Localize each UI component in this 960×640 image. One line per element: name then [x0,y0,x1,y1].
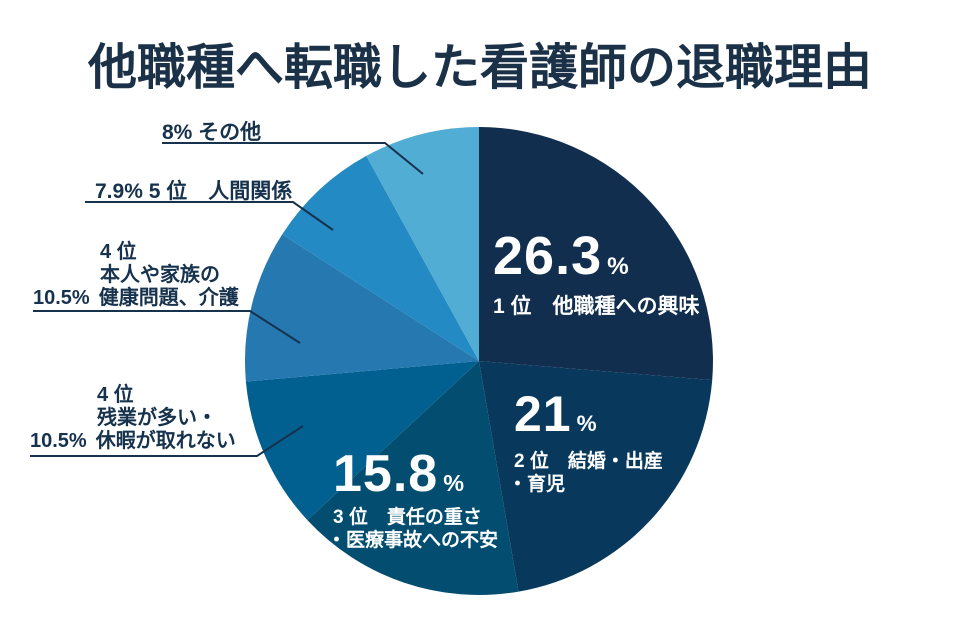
callout-line-health [33,310,301,344]
slice-value-rank2: 21% [514,389,663,439]
callout-health-desc: 本人や家族の [100,264,220,286]
callout-line-relationships [85,201,334,231]
slice-number-rank2: 21 [514,386,572,442]
callout-label-relationships: 7.9% 5 位 人間関係 [95,180,293,203]
slice-caption-rank3-line1: 3 位 責任の重さ [333,507,482,528]
percent-sign-rank1: % [607,253,629,280]
pie-slice-6 [282,155,479,361]
slice-caption-rank3-line2: ・医療事故への不安 [327,530,499,551]
callout-health-rank: 4 位 [100,241,137,263]
callout-overtime-rank: 4 位 [97,384,134,406]
slice-caption-rank2-line1: 2 位 結婚・出産 [514,451,663,472]
pie-slices [244,126,713,595]
pie-slice-1 [479,127,713,381]
pie-slice-3 [307,361,519,595]
callout-overtime-lastline: 10.5% 休暇が取れない [30,430,236,453]
callout-overtime-desc: 残業が多い・ [97,407,217,429]
callout-overtime-desc2: 休暇が取れない [95,430,236,452]
slice-value-rank3: 15.8% [333,448,498,500]
callout-label-health: 4 位 本人や家族の 10.5% 健康問題、介護 [33,241,239,310]
slice-caption-rank1: 1 位 他職種への興味 [493,295,700,318]
callout-label-overtime: 4 位 残業が多い・ 10.5% 休暇が取れない [30,384,236,453]
callout-line-overtime [30,425,304,457]
callout-line-other [162,142,424,175]
chart-title: 他職種へ転職した看護師の退職理由 [87,41,872,95]
percent-sign-rank3: % [443,470,465,496]
callout-health-desc2: 健康問題、介護 [98,287,239,309]
slice-caption-rank2-line2: ・育児 [508,474,566,495]
slice-label-rank2: 21% 2 位 結婚・出産 ・育児 [508,389,663,496]
slice-number-rank1: 26.3 [493,226,603,286]
callout-health-percent: 10.5% [33,287,90,309]
pie-slice-7 [366,126,479,361]
pie-slice-2 [479,361,713,592]
pie-slice-4 [245,361,479,521]
percent-sign-rank2: % [576,411,597,436]
slice-value-rank1: 26.3% [493,229,700,283]
pie-slice-5 [244,234,479,382]
slice-label-rank3: 15.8% 3 位 責任の重さ ・医療事故への不安 [327,448,498,552]
callout-overtime-percent: 10.5% [30,430,87,452]
callout-health-lastline: 10.5% 健康問題、介護 [33,287,239,310]
slice-label-rank1: 26.3% 1 位 他職種への興味 [493,229,700,320]
callout-label-other: 8% その他 [162,121,262,144]
slice-number-rank3: 15.8 [333,445,439,503]
